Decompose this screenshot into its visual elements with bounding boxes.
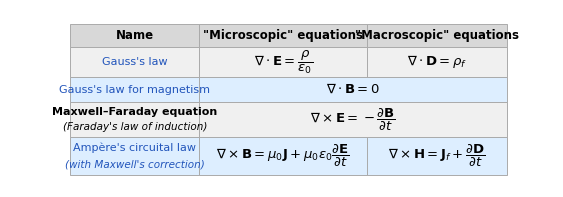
Bar — [199, 24, 367, 47]
Bar — [70, 102, 199, 137]
Bar — [70, 137, 199, 175]
Text: (Faraday's law of induction): (Faraday's law of induction) — [62, 122, 207, 132]
Text: "Macroscopic" equations: "Macroscopic" equations — [355, 29, 519, 42]
Text: $\nabla \times \mathbf{B} = \mu_0\mathbf{J} + \mu_0\varepsilon_0\dfrac{\partial : $\nabla \times \mathbf{B} = \mu_0\mathbf… — [216, 143, 350, 169]
Bar — [199, 47, 367, 77]
Text: $\nabla \times \mathbf{H} = \mathbf{J}_f + \dfrac{\partial \mathbf{D}}{\partial : $\nabla \times \mathbf{H} = \mathbf{J}_f… — [388, 143, 485, 169]
Bar — [199, 102, 507, 137]
Text: $\nabla \cdot \mathbf{E} = \dfrac{\rho}{\varepsilon_0}$: $\nabla \cdot \mathbf{E} = \dfrac{\rho}{… — [253, 48, 312, 76]
Text: $\nabla \times \mathbf{E} = -\dfrac{\partial \mathbf{B}}{\partial t}$: $\nabla \times \mathbf{E} = -\dfrac{\par… — [310, 106, 396, 133]
Bar — [70, 47, 199, 77]
Text: (with Maxwell's correction): (with Maxwell's correction) — [65, 160, 204, 170]
Text: Gauss's law: Gauss's law — [102, 57, 168, 67]
Bar — [199, 137, 367, 175]
Text: $\nabla \cdot \mathbf{B} = 0$: $\nabla \cdot \mathbf{B} = 0$ — [326, 83, 380, 96]
Bar — [70, 24, 199, 47]
Bar — [367, 137, 507, 175]
Text: Name: Name — [115, 29, 154, 42]
Bar — [70, 77, 199, 102]
Text: Maxwell–Faraday equation: Maxwell–Faraday equation — [52, 107, 217, 117]
Bar — [367, 47, 507, 77]
Bar — [367, 24, 507, 47]
Text: $\nabla \cdot \mathbf{D} = \rho_f$: $\nabla \cdot \mathbf{D} = \rho_f$ — [406, 53, 467, 71]
Bar — [199, 77, 507, 102]
Text: Gauss's law for magnetism: Gauss's law for magnetism — [59, 85, 210, 95]
Text: "Microscopic" equations: "Microscopic" equations — [203, 29, 363, 42]
Text: Ampère's circuital law: Ampère's circuital law — [73, 142, 196, 153]
